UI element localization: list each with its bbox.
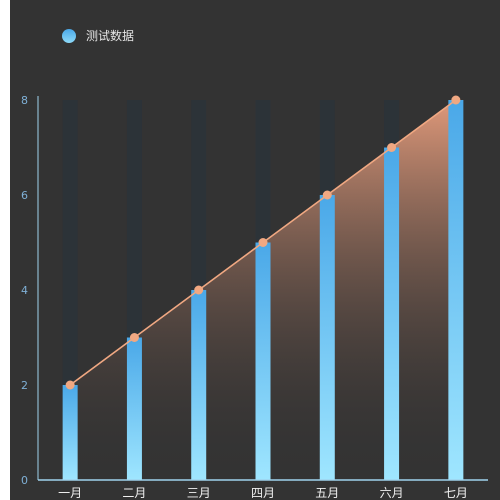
line-point[interactable] xyxy=(194,285,204,295)
line-point[interactable] xyxy=(65,380,75,390)
y-tick-label: 4 xyxy=(21,284,28,297)
y-tick-label: 0 xyxy=(21,474,28,487)
legend-swatch xyxy=(62,29,76,43)
y-tick-group: 0 2 4 6 8 xyxy=(21,94,28,487)
y-tick-label: 6 xyxy=(21,189,28,202)
bar[interactable] xyxy=(448,100,464,480)
y-tick-label: 2 xyxy=(21,379,28,392)
line-point[interactable] xyxy=(322,190,332,200)
x-tick-label: 五月 xyxy=(315,486,339,500)
y-tick-label: 8 xyxy=(21,94,28,107)
x-tick-group: 一月 二月 三月 四月 五月 六月 七月 xyxy=(58,486,468,500)
line-point[interactable] xyxy=(129,333,139,342)
x-tick-label: 七月 xyxy=(444,486,468,500)
x-tick-label: 三月 xyxy=(187,486,211,500)
bar[interactable] xyxy=(255,242,271,481)
bar-group xyxy=(62,100,464,481)
bar[interactable] xyxy=(62,385,78,480)
legend-label: 测试数据 xyxy=(86,29,135,43)
legend[interactable]: 测试数据 xyxy=(62,28,134,44)
line-point[interactable] xyxy=(387,143,397,152)
point-group xyxy=(65,95,461,390)
axes-group xyxy=(37,96,488,481)
x-tick-label: 二月 xyxy=(122,486,146,500)
line-point[interactable] xyxy=(258,238,268,247)
bar[interactable] xyxy=(319,195,335,480)
x-tick-label: 一月 xyxy=(58,486,82,500)
bar[interactable] xyxy=(126,337,142,481)
line-point[interactable] xyxy=(451,95,461,105)
x-tick-label: 四月 xyxy=(251,486,275,500)
bar[interactable] xyxy=(191,290,207,480)
x-tick-label: 六月 xyxy=(380,486,404,500)
bar[interactable] xyxy=(384,147,400,481)
